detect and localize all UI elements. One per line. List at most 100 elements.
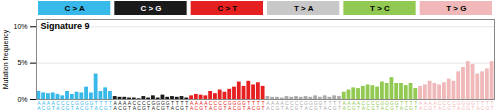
svg-text:AA: AA xyxy=(343,100,347,111)
svg-text:CG: CG xyxy=(218,100,222,111)
svg-text:Signature 9: Signature 9 xyxy=(41,21,90,31)
svg-text:CT: CT xyxy=(147,100,151,111)
svg-text:GA: GA xyxy=(380,100,384,111)
svg-text:C > T: C > T xyxy=(217,4,237,13)
svg-text:AA: AA xyxy=(37,100,41,111)
svg-text:Mutation frequency: Mutation frequency xyxy=(2,29,10,89)
svg-text:AT: AT xyxy=(128,100,132,111)
svg-text:AG: AG xyxy=(275,100,279,111)
svg-text:5%: 5% xyxy=(17,59,27,66)
svg-text:C > A: C > A xyxy=(64,4,85,13)
svg-text:AC: AC xyxy=(271,100,275,111)
svg-text:0%: 0% xyxy=(17,96,27,103)
svg-text:CG: CG xyxy=(142,100,146,111)
svg-text:TT: TT xyxy=(185,100,188,111)
svg-text:GA: GA xyxy=(304,100,308,111)
svg-text:TA: TA xyxy=(94,100,98,111)
svg-text:CC: CC xyxy=(366,100,370,111)
svg-text:AG: AG xyxy=(352,100,356,111)
svg-text:GC: GC xyxy=(233,100,237,111)
svg-text:GG: GG xyxy=(390,100,394,111)
svg-text:TT: TT xyxy=(262,100,265,111)
svg-text:T > C: T > C xyxy=(370,4,390,13)
svg-text:TG: TG xyxy=(485,100,489,111)
svg-text:TG: TG xyxy=(333,100,337,111)
svg-text:CC: CC xyxy=(443,100,447,111)
svg-text:TC: TC xyxy=(404,100,408,111)
svg-text:TC: TC xyxy=(252,100,256,111)
svg-text:TA: TA xyxy=(171,100,175,111)
svg-text:TG: TG xyxy=(180,100,184,111)
svg-text:AC: AC xyxy=(347,100,351,111)
svg-text:CC: CC xyxy=(214,100,218,111)
svg-text:TT: TT xyxy=(109,100,112,111)
svg-text:CC: CC xyxy=(137,100,141,111)
svg-text:C > G: C > G xyxy=(140,4,161,13)
svg-text:CA: CA xyxy=(361,100,365,111)
svg-text:CA: CA xyxy=(438,100,442,111)
svg-text:AT: AT xyxy=(52,100,56,111)
svg-text:GT: GT xyxy=(242,100,246,111)
svg-text:AA: AA xyxy=(266,100,270,111)
svg-text:AG: AG xyxy=(123,100,127,111)
svg-text:CA: CA xyxy=(209,100,213,111)
svg-text:CA: CA xyxy=(285,100,289,111)
svg-text:GA: GA xyxy=(457,100,461,111)
svg-text:GA: GA xyxy=(151,100,155,111)
svg-text:TG: TG xyxy=(409,100,413,111)
svg-text:CT: CT xyxy=(223,100,227,111)
svg-text:CG: CG xyxy=(295,100,299,111)
svg-text:TG: TG xyxy=(256,100,260,111)
svg-text:TA: TA xyxy=(400,100,404,111)
svg-text:AA: AA xyxy=(114,100,118,111)
svg-text:GG: GG xyxy=(237,100,241,111)
svg-text:TA: TA xyxy=(323,100,327,111)
svg-text:T > G: T > G xyxy=(446,4,466,13)
svg-text:TC: TC xyxy=(481,100,485,111)
svg-text:TC: TC xyxy=(99,100,103,111)
svg-text:CG: CG xyxy=(371,100,375,111)
svg-text:GA: GA xyxy=(228,100,232,111)
svg-text:TC: TC xyxy=(328,100,332,111)
svg-text:AT: AT xyxy=(281,100,285,111)
svg-text:CG: CG xyxy=(447,100,451,111)
svg-text:GG: GG xyxy=(466,100,470,111)
svg-text:AC: AC xyxy=(195,100,199,111)
svg-text:CT: CT xyxy=(376,100,380,111)
svg-text:AA: AA xyxy=(419,100,423,111)
svg-text:GA: GA xyxy=(75,100,79,111)
svg-text:GT: GT xyxy=(166,100,170,111)
svg-text:CT: CT xyxy=(299,100,303,111)
svg-text:TT: TT xyxy=(491,100,494,111)
svg-text:GT: GT xyxy=(395,100,399,111)
svg-text:GC: GC xyxy=(309,100,313,111)
svg-text:CA: CA xyxy=(132,100,136,111)
svg-text:AC: AC xyxy=(118,100,122,111)
svg-text:GC: GC xyxy=(385,100,389,111)
svg-text:TC: TC xyxy=(175,100,179,111)
svg-text:CC: CC xyxy=(61,100,65,111)
svg-text:GC: GC xyxy=(156,100,160,111)
svg-text:GT: GT xyxy=(318,100,322,111)
svg-text:AT: AT xyxy=(204,100,208,111)
svg-text:TA: TA xyxy=(247,100,251,111)
svg-text:AC: AC xyxy=(42,100,46,111)
svg-text:AG: AG xyxy=(428,100,432,111)
svg-text:CA: CA xyxy=(56,100,60,111)
svg-text:AG: AG xyxy=(46,100,50,111)
svg-text:CC: CC xyxy=(290,100,294,111)
svg-text:TG: TG xyxy=(104,100,108,111)
svg-text:GG: GG xyxy=(161,100,165,111)
svg-text:AA: AA xyxy=(190,100,194,111)
svg-text:GG: GG xyxy=(314,100,318,111)
svg-text:GT: GT xyxy=(89,100,93,111)
svg-text:TT: TT xyxy=(338,100,341,111)
svg-text:AT: AT xyxy=(357,100,361,111)
svg-text:CT: CT xyxy=(452,100,456,111)
svg-text:CG: CG xyxy=(66,100,70,111)
svg-text:GC: GC xyxy=(80,100,84,111)
svg-text:GG: GG xyxy=(85,100,89,111)
svg-text:TA: TA xyxy=(476,100,480,111)
svg-text:T > A: T > A xyxy=(294,4,314,13)
svg-text:TT: TT xyxy=(414,100,417,111)
